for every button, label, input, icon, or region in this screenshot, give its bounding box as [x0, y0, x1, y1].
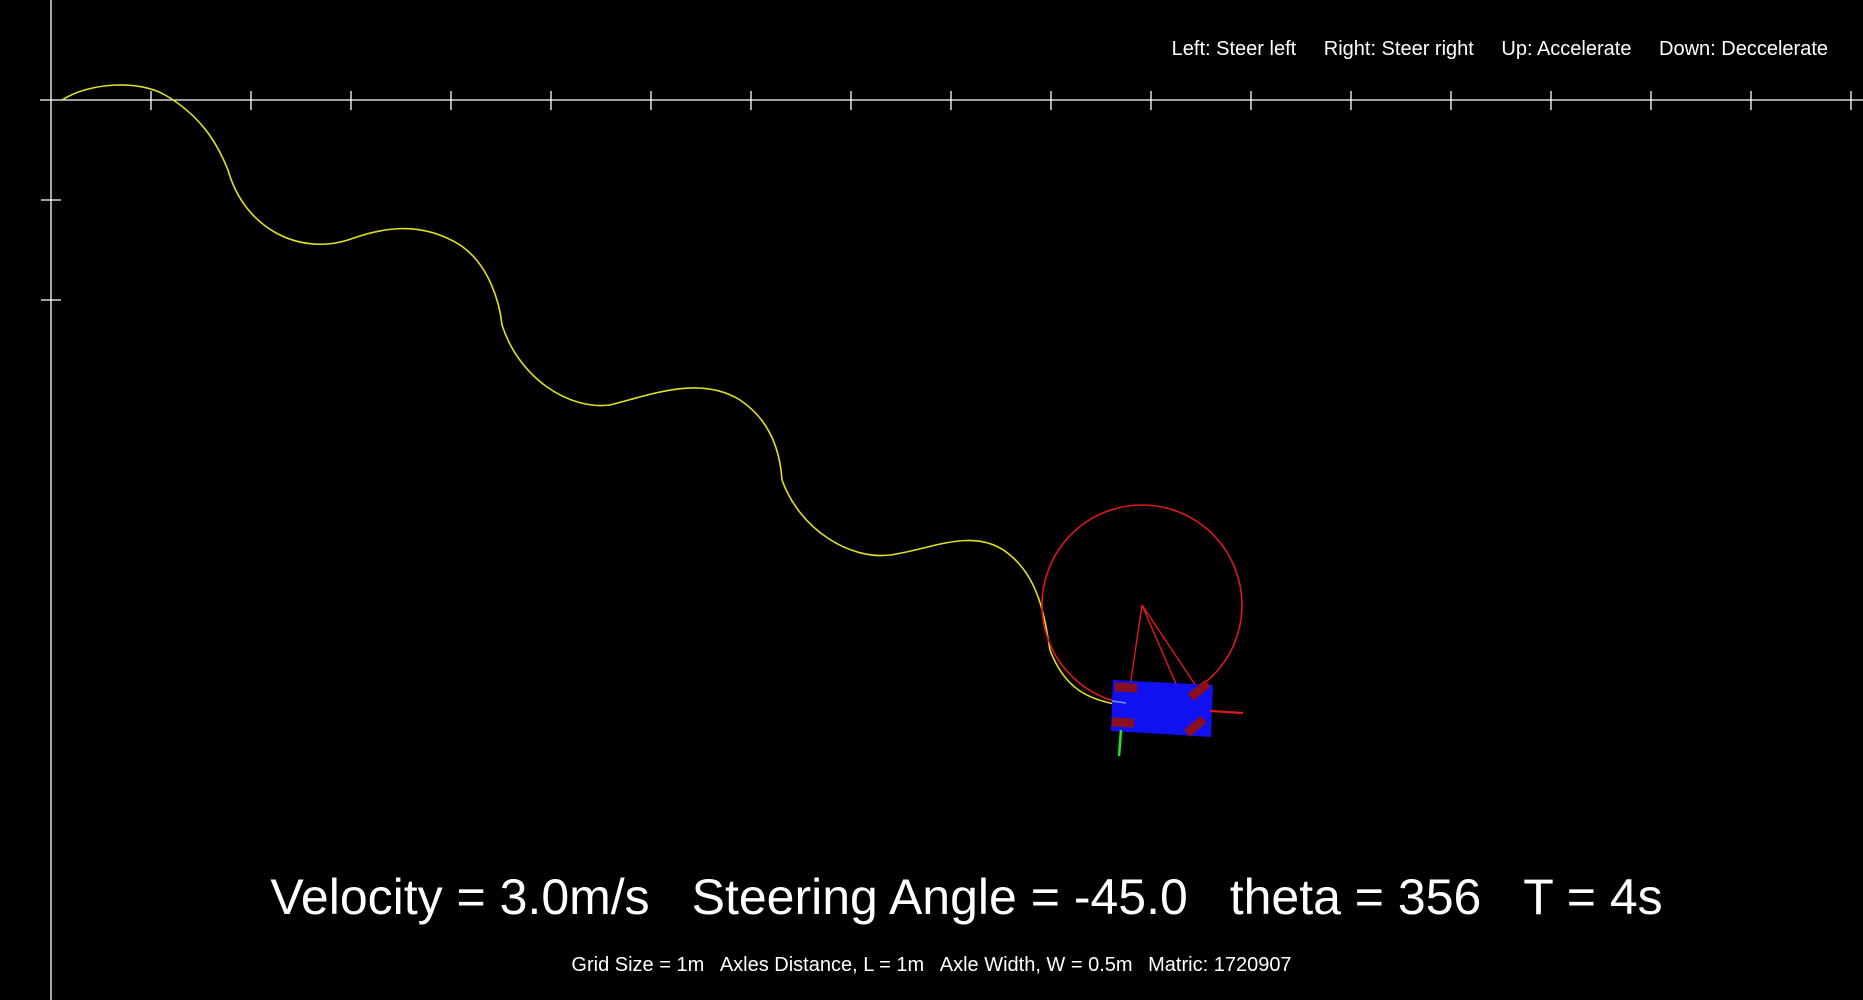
- wheel-rear-right: [1111, 717, 1135, 728]
- info-line: Grid Size = 1m Axles Distance, L = 1m Ax…: [0, 954, 1863, 977]
- axles-distance-info: Axles Distance, L = 1m: [719, 954, 925, 976]
- control-right-label: Right: Steer right: [1323, 38, 1474, 60]
- velocity-readout: Velocity = 3.0m/s: [270, 869, 650, 925]
- matric-info: Matric: 1720907: [1148, 954, 1292, 976]
- control-down-label: Down: Deccelerate: [1659, 38, 1828, 60]
- status-line: Velocity = 3.0m/s Steering Angle = -45.0…: [0, 868, 1863, 926]
- icr-line-front-left: [1141, 604, 1201, 693]
- car-x-axis-arrow: [1209, 709, 1244, 715]
- x-axis-ticks: [150, 91, 1852, 110]
- wheel-rear-left: [1114, 682, 1138, 693]
- control-up-label: Up: Accelerate: [1501, 38, 1632, 60]
- grid-size-info: Grid Size = 1m: [571, 954, 705, 976]
- control-left-label: Left: Steer left: [1171, 38, 1297, 60]
- wheel-front-left: [1188, 679, 1211, 701]
- car-body: [1111, 680, 1213, 737]
- car-center-marker: [1111, 700, 1127, 704]
- y-axis-ticks: [41, 199, 61, 301]
- car: [1111, 679, 1244, 757]
- theta-readout: theta = 356: [1229, 869, 1482, 925]
- car-wheels: [1111, 679, 1211, 737]
- vehicle-trajectory: [61, 84, 1121, 706]
- controls-help: Left: Steer left Right: Steer right Up: …: [1150, 38, 1828, 61]
- steering-angle-readout: Steering Angle = -45.0: [691, 869, 1188, 925]
- axle-width-info: Axle Width, W = 0.5m: [939, 954, 1133, 976]
- coordinate-axes: [40, 0, 1863, 1000]
- time-readout: T = 4s: [1523, 869, 1663, 925]
- wheel-front-right: [1184, 715, 1207, 737]
- car-y-axis-arrow: [1117, 729, 1123, 757]
